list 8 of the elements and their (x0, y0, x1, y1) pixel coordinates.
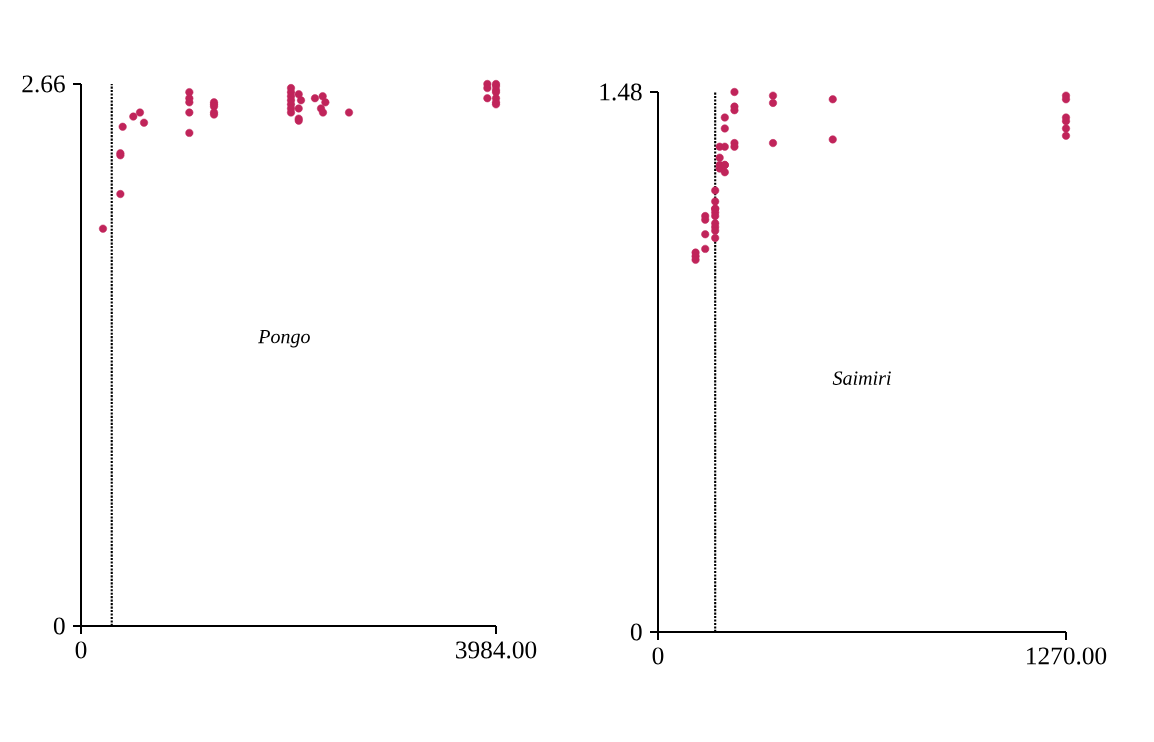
x-tick-label: 3984.00 (456, 641, 537, 659)
y-tick-label: 2.66 (22, 75, 65, 93)
x-tick-label: 0 (652, 647, 664, 665)
annotation: Pongo (258, 330, 310, 348)
annotation: Saimiri (832, 371, 891, 385)
x-tick-label: 1270.00 (1027, 647, 1107, 665)
x-tick-label: 0 (75, 641, 87, 659)
y-tick-label: 1.48 (600, 83, 642, 101)
